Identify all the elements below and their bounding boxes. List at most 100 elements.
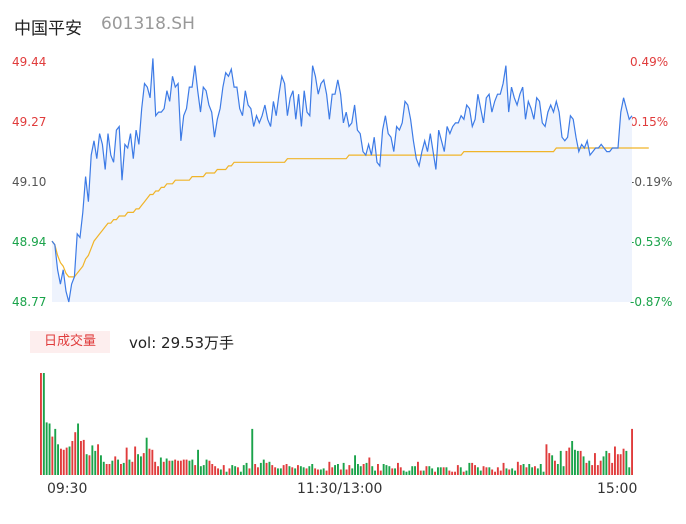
volume-bar — [134, 446, 137, 475]
volume-bar — [362, 464, 365, 475]
volume-bar — [162, 461, 165, 475]
y-right-tick: -0.19% — [630, 175, 673, 189]
volume-bar — [125, 447, 128, 475]
volume-bar — [277, 468, 279, 475]
volume-bar — [322, 468, 325, 475]
volume-bar — [625, 450, 628, 475]
volume-bar — [514, 470, 516, 475]
volume-bar — [140, 456, 142, 475]
volume-bar — [596, 465, 599, 475]
volume-bar — [368, 457, 371, 475]
volume-bar — [585, 462, 588, 475]
volume-bar — [539, 464, 542, 475]
volume-bar — [197, 449, 199, 475]
volume-bar — [451, 471, 454, 475]
volume-bar — [179, 460, 182, 475]
x-tick-close: 15:00 — [597, 481, 638, 497]
volume-bar — [279, 468, 282, 475]
volume-bar — [565, 450, 568, 475]
volume-bar — [485, 467, 488, 475]
volume-bar — [165, 458, 168, 475]
volume-bar — [397, 462, 399, 475]
volume-bar — [305, 468, 308, 475]
volume-bar — [354, 455, 356, 475]
daily-volume-tab[interactable]: 日成交量 — [30, 331, 110, 353]
volume-bar — [371, 466, 374, 475]
volume-bar — [382, 464, 385, 475]
volume-bar — [205, 459, 208, 475]
volume-bar — [622, 448, 625, 475]
volume-bar — [182, 459, 185, 475]
volume-bar — [199, 466, 202, 475]
volume-bar — [488, 467, 491, 475]
volume-bar — [391, 468, 394, 475]
volume-bar — [74, 432, 77, 475]
volume-bar — [77, 423, 79, 475]
volume-bar — [602, 456, 605, 475]
volume-bar — [385, 465, 388, 475]
volume-bar — [128, 459, 131, 475]
volume-bar — [628, 467, 631, 475]
volume-bar — [476, 467, 479, 475]
volume-bar — [231, 465, 234, 475]
x-tick-open: 09:30 — [47, 481, 88, 497]
volume-bar — [536, 468, 539, 475]
volume-bar — [97, 444, 99, 475]
volume-bar — [271, 465, 274, 475]
volume-bar — [545, 444, 548, 475]
volume-bar — [285, 464, 288, 475]
volume-bar — [528, 464, 531, 475]
volume-bar — [511, 468, 514, 475]
volume-bar — [334, 465, 336, 475]
volume-bar — [502, 462, 505, 475]
volume-bar — [448, 470, 451, 475]
volume-bar — [605, 450, 608, 475]
volume-bar — [551, 455, 554, 475]
volume-bar — [454, 471, 456, 475]
y-left-tick: 49.44 — [12, 55, 47, 69]
volume-bar — [405, 471, 408, 475]
volume-bar — [522, 464, 525, 475]
volume-bar — [40, 373, 42, 475]
volume-bar — [48, 423, 51, 475]
volume-bar — [259, 462, 262, 475]
volume-bar — [394, 468, 396, 475]
volume-bar — [434, 471, 436, 475]
volume-bar — [88, 455, 91, 475]
volume-bar — [248, 468, 251, 475]
volume-bar — [328, 461, 331, 475]
volume-bar — [339, 469, 342, 475]
volume-bar — [268, 461, 271, 475]
volume-bar — [402, 470, 405, 475]
volume-bar — [331, 467, 334, 475]
y-right-tick: -0.87% — [630, 295, 673, 309]
volume-readout: vol: 29.53万手 — [129, 334, 234, 352]
volume-bar — [137, 454, 139, 475]
volume-bar — [345, 469, 348, 475]
volume-bar — [491, 469, 494, 475]
volume-bar — [294, 468, 297, 475]
volume-bar — [442, 467, 445, 475]
volume-bar — [588, 460, 591, 475]
volume-bar — [314, 468, 317, 475]
volume-bar — [191, 459, 194, 475]
volume-bar — [431, 468, 434, 475]
volume-bar — [148, 448, 151, 475]
volume-bar — [242, 465, 245, 475]
volume-bar — [214, 466, 217, 475]
price-line — [51, 58, 633, 303]
volume-bar — [202, 465, 205, 475]
volume-bar — [262, 459, 265, 475]
volume-bar — [302, 467, 305, 475]
y-left-tick: 49.10 — [12, 175, 47, 189]
y-right-tick: -0.53% — [630, 235, 673, 249]
volume-bar — [142, 453, 145, 475]
volume-bar — [459, 467, 462, 475]
volume-bar — [439, 467, 442, 475]
volume-bar — [591, 465, 594, 475]
volume-bar — [379, 470, 382, 475]
volume-bar — [60, 448, 62, 475]
volume-bar — [65, 447, 68, 475]
volume-bar — [534, 466, 536, 475]
volume-bars — [40, 373, 633, 475]
